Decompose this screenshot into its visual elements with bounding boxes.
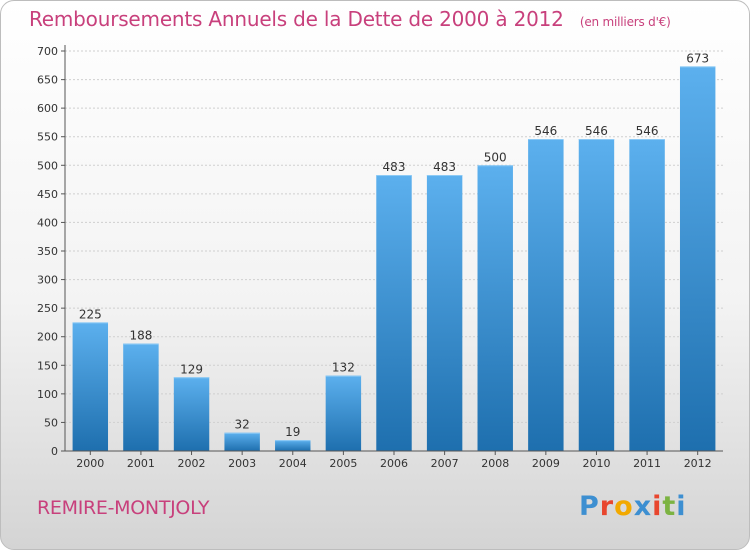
data-label: 188	[129, 329, 152, 343]
data-label: 546	[636, 124, 659, 138]
y-tick-label: 400	[37, 216, 58, 229]
bar[interactable]	[528, 139, 564, 451]
y-tick-label: 550	[37, 131, 58, 144]
y-tick-label: 300	[37, 274, 58, 287]
y-tick-label: 250	[37, 302, 58, 315]
bar[interactable]	[629, 139, 665, 451]
bar[interactable]	[224, 432, 260, 451]
y-tick-label: 0	[51, 445, 58, 458]
bar[interactable]	[376, 175, 412, 451]
y-tick-label: 450	[37, 188, 58, 201]
x-tick-label: 2000	[76, 457, 104, 470]
y-tick-label: 650	[37, 74, 58, 87]
chart-unit: (en milliers d'€)	[579, 15, 671, 29]
data-label: 129	[180, 362, 203, 376]
logo-letter: t	[662, 491, 677, 522]
logo-letter: P	[579, 491, 600, 522]
logo-letter: o	[614, 491, 634, 522]
bar[interactable]	[123, 343, 159, 451]
logo-letter: i	[652, 491, 663, 522]
x-tick-label: 2002	[178, 457, 206, 470]
data-label: 546	[585, 124, 608, 138]
y-tick-label: 100	[37, 388, 58, 401]
x-tick-label: 2005	[329, 457, 357, 470]
x-tick-label: 2003	[228, 457, 256, 470]
bar[interactable]	[679, 66, 716, 451]
y-axis: 0 50 100 150 200 250 300 350 400 450 500 550 600 650 7…	[37, 45, 66, 458]
y-tick-label: 50	[44, 416, 58, 429]
x-tick-label: 2009	[532, 457, 560, 470]
data-labels: 225 188 129 32 19 132 483 483 500 546 546 546 673	[79, 51, 709, 439]
x-tick-label: 2007	[431, 457, 459, 470]
y-tick-label: 350	[37, 245, 58, 258]
data-label: 483	[433, 160, 456, 174]
y-tick-label: 700	[37, 45, 58, 58]
x-tick-label: 2012	[684, 457, 712, 470]
y-tick-label: 150	[37, 359, 58, 372]
y-tick-label: 600	[37, 102, 58, 115]
data-label: 500	[484, 150, 507, 164]
data-label: 225	[79, 307, 102, 321]
bar[interactable]	[578, 139, 615, 451]
data-label: 673	[686, 51, 709, 65]
y-tick-label: 200	[37, 331, 58, 344]
x-tick-label: 2008	[481, 457, 509, 470]
bar[interactable]	[275, 440, 311, 451]
y-tick-label: 500	[37, 159, 58, 172]
data-label: 19	[285, 425, 300, 439]
x-tick-label: 2001	[127, 457, 155, 470]
x-axis: 2000 2001 2002 2003 2004 2005 2006 2007 2008 2009…	[65, 450, 723, 470]
x-tick-label: 2010	[582, 457, 610, 470]
proxiti-logo[interactable]: Proxiti	[579, 491, 687, 522]
chart-title-row: Remboursements Annuels de la Dette de 20…	[29, 7, 671, 31]
data-label: 132	[332, 361, 355, 375]
commune-name: REMIRE-MONTJOLY	[37, 497, 210, 519]
bar[interactable]	[72, 322, 109, 451]
chart-title: Remboursements Annuels de la Dette de 20…	[29, 7, 564, 31]
x-tick-label: 2004	[279, 457, 307, 470]
bar[interactable]	[477, 165, 513, 452]
x-tick-label: 2006	[380, 457, 408, 470]
logo-letter: x	[633, 491, 653, 522]
x-tick-label: 2011	[633, 457, 661, 470]
logo-letter: r	[599, 491, 615, 522]
logo-letter: i	[676, 491, 687, 522]
bar[interactable]	[173, 377, 210, 451]
data-label: 483	[383, 160, 406, 174]
bar[interactable]	[325, 375, 362, 451]
data-label: 546	[534, 124, 557, 138]
bar[interactable]	[426, 175, 463, 451]
bars	[72, 66, 716, 452]
data-label: 32	[235, 418, 250, 432]
